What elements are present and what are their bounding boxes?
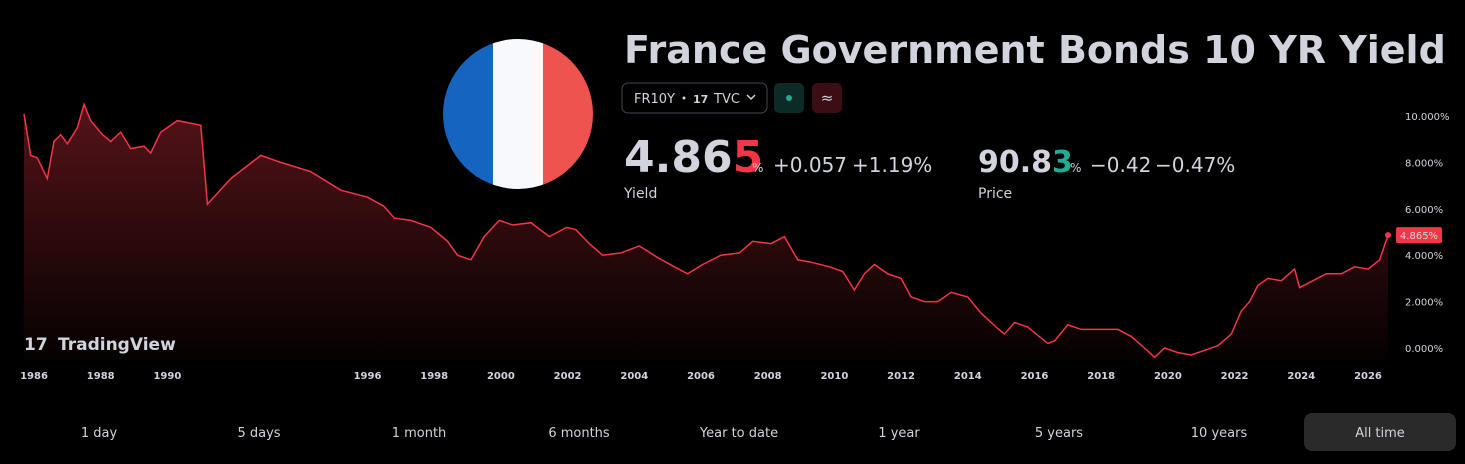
yield: 4.865 <box>624 132 763 183</box>
range-button[interactable]: Year to date <box>699 426 778 441</box>
x-tick-label: 1986 <box>20 371 48 382</box>
x-tick-label: 2016 <box>1021 371 1049 382</box>
tv-logo-icon: 17 <box>24 335 48 355</box>
range-button[interactable]: 6 months <box>548 426 610 441</box>
area-fill <box>24 104 1388 362</box>
x-tick-label: 2000 <box>487 371 515 382</box>
last-value-badge <box>1396 227 1442 244</box>
price-label: Price <box>978 186 1012 202</box>
range-button[interactable]: All time <box>1355 426 1405 441</box>
y-tick-label: 2.000% <box>1405 298 1443 309</box>
price-unit: % <box>1070 161 1081 175</box>
range-button[interactable]: 1 year <box>878 426 920 441</box>
x-tick-label: 1988 <box>87 371 115 382</box>
symbol-pill[interactable] <box>621 82 768 114</box>
range-button[interactable]: 10 years <box>1191 426 1248 441</box>
chevron <box>746 94 756 101</box>
last-value-label: 4.865% <box>1400 231 1438 242</box>
tv-icon: 17 <box>693 93 708 106</box>
x-tick-label: 2022 <box>1221 371 1249 382</box>
range-button[interactable]: 5 days <box>237 426 280 441</box>
symbol: FR10Y <box>634 92 675 107</box>
x-tick-label: 2010 <box>820 371 848 382</box>
title: France Government Bonds 10 YR Yield <box>624 28 1446 72</box>
price: 90.83 <box>978 145 1073 180</box>
x-tick-label: 2018 <box>1087 371 1115 382</box>
y-tick-label: 10.000% <box>1405 112 1450 123</box>
y-tick-label: 8.000% <box>1405 158 1443 169</box>
x-tick-label: 2020 <box>1154 371 1182 382</box>
logo: TradingView <box>58 335 176 355</box>
x-tick-label: 2002 <box>554 371 582 382</box>
x-tick-label: 1998 <box>420 371 448 382</box>
delayed-badge[interactable] <box>812 83 842 113</box>
x-tick-label: 2024 <box>1287 371 1315 382</box>
status-dot <box>786 95 792 101</box>
x-tick-label: 1996 <box>354 371 382 382</box>
x-tick-label: 2014 <box>954 371 982 382</box>
y-tick-label: 6.000% <box>1405 205 1443 216</box>
price-change-pct: −0.47% <box>1155 153 1235 177</box>
range-button[interactable]: 1 month <box>392 426 447 441</box>
yield-unit: % <box>752 161 763 175</box>
x-tick-label: 2026 <box>1354 371 1382 382</box>
range-button[interactable]: 5 years <box>1035 426 1083 441</box>
yield-label: Yield <box>623 186 657 202</box>
line <box>23 102 1389 359</box>
x-tick-label: 2012 <box>887 371 915 382</box>
x-tick-label: 2004 <box>620 371 648 382</box>
last-point <box>1385 232 1391 239</box>
x-tick-label: 1990 <box>153 371 181 382</box>
x-tick-label: 2006 <box>687 371 715 382</box>
range-buttons: 1 day 5 days 1 month 6 months Year to date 1 … <box>81 413 1456 451</box>
delayed-icon: ≈ <box>821 89 834 107</box>
flag <box>443 39 593 189</box>
price-change: −0.42 <box>1090 153 1151 177</box>
range-button-bg[interactable] <box>1304 413 1456 451</box>
yield-change-pct: +1.19% <box>852 153 932 177</box>
plot: 0.000% 2.000% 4.000% 6.000% 8.000% 10.000% 198… <box>20 102 1450 382</box>
y-tick-label: 0.000% <box>1405 344 1443 355</box>
x-tick-label: 2008 <box>754 371 782 382</box>
source: TVC <box>713 92 740 107</box>
range-button[interactable]: 1 day <box>81 426 118 441</box>
dot <box>682 96 686 100</box>
yield-change: +0.057 <box>773 153 847 177</box>
y-tick-label: 4.000% <box>1405 251 1443 262</box>
